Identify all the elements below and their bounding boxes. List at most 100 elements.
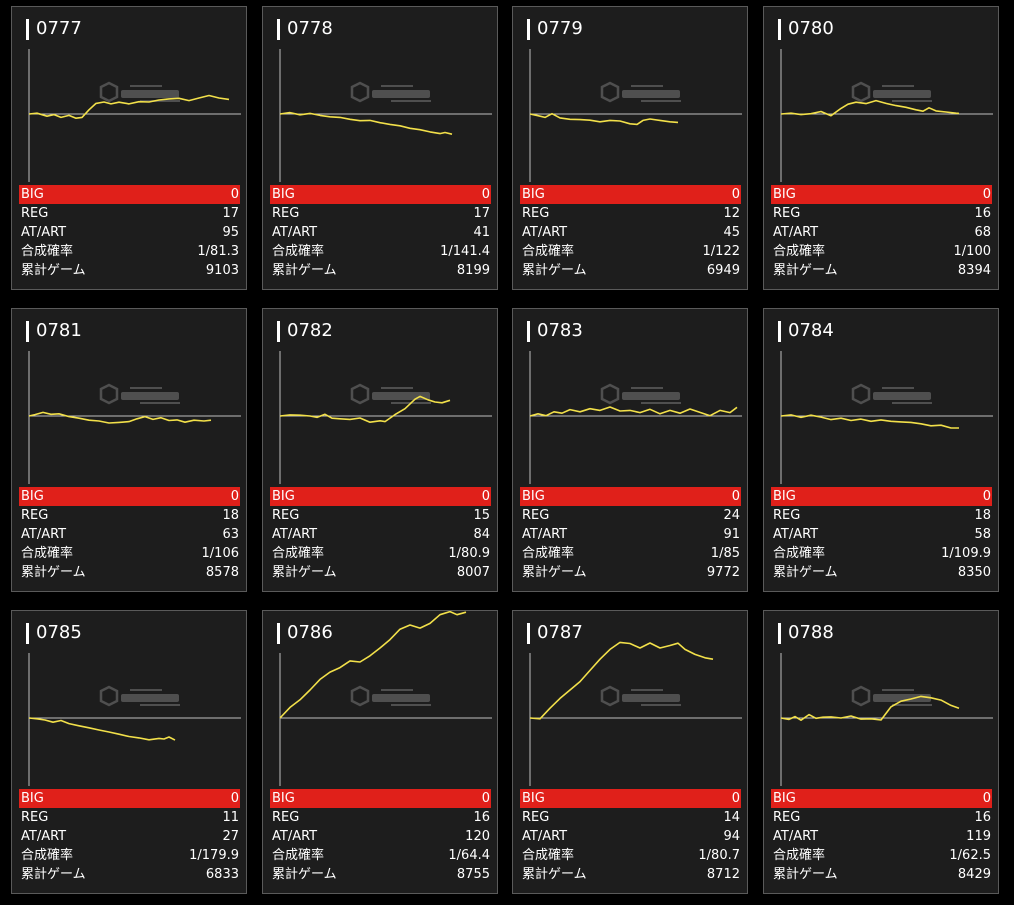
slump-line	[529, 406, 738, 417]
machine-card-0782[interactable]: 0782 BIG 0 REG 15 AT/ART 84 合成確率 1/80.9 累計ゲーム 8007	[262, 308, 498, 592]
reg-row-label: REG	[773, 206, 801, 221]
prob-row: 合成確率 1/64.4	[270, 846, 491, 865]
machine-card-0787[interactable]: 0787 BIG 0 REG 14 AT/ART 94 合成確率 1/80.7 累計ゲーム 8712	[512, 610, 748, 894]
reg-row: REG 18	[771, 506, 992, 525]
slump-line	[780, 99, 960, 117]
big-row: BIG 0	[270, 185, 491, 204]
hex-cube-icon	[851, 685, 932, 707]
slump-graph	[28, 653, 241, 786]
machine-card-0777[interactable]: 0777 BIG 0 REG 17 AT/ART 95 合成確率 1/81.3 累計ゲーム 9103	[11, 6, 247, 290]
at-row: AT/ART 58	[771, 525, 992, 544]
hex-cube-icon	[600, 81, 681, 103]
big-row: BIG 0	[270, 487, 491, 506]
prob-row: 合成確率 1/179.9	[19, 846, 240, 865]
slump-graph	[279, 611, 492, 786]
header-accent-bar	[778, 622, 781, 644]
card-header: 0786	[277, 621, 333, 645]
at-row: AT/ART 41	[270, 223, 491, 242]
big-row-value: 0	[982, 187, 991, 202]
prob-row-label: 合成確率	[522, 848, 575, 863]
at-row-label: AT/ART	[21, 829, 67, 844]
at-row-label: AT/ART	[773, 527, 819, 542]
at-row-label: AT/ART	[522, 829, 568, 844]
machine-number: 0785	[36, 622, 82, 643]
games-row: 累計ゲーム 9103	[19, 261, 240, 280]
reg-row-label: REG	[522, 508, 550, 523]
prob-row: 合成確率 1/100	[771, 242, 992, 261]
card-header: 0784	[778, 319, 834, 343]
reg-row-label: REG	[272, 206, 300, 221]
prob-row-value: 1/80.9	[448, 546, 490, 561]
prob-row: 合成確率 1/81.3	[19, 242, 240, 261]
header-accent-bar	[527, 622, 530, 644]
games-row: 累計ゲーム 9772	[520, 563, 741, 582]
slump-line	[279, 111, 453, 135]
at-row: AT/ART 119	[771, 827, 992, 846]
games-row: 累計ゲーム 8007	[270, 563, 491, 582]
hex-cube-icon	[600, 685, 681, 707]
machine-card-0786[interactable]: 0786 BIG 0 REG 16 AT/ART 120 合成確率 1/64.4 累計ゲーム 875…	[262, 610, 498, 894]
slump-line	[279, 395, 451, 423]
big-row: BIG 0	[520, 487, 741, 506]
machine-card-0778[interactable]: 0778 BIG 0 REG 17 AT/ART 41 合成確率 1/141.4 累計ゲーム 819…	[262, 6, 498, 290]
machine-number: 0787	[537, 622, 583, 643]
prob-row: 合成確率 1/85	[520, 544, 741, 563]
prob-row-value: 1/62.5	[949, 848, 991, 863]
prob-row-label: 合成確率	[21, 848, 74, 863]
machine-card-0781[interactable]: 0781 BIG 0 REG 18 AT/ART 63 合成確率 1/106 累計ゲーム 8578	[11, 308, 247, 592]
reg-row-label: REG	[21, 206, 49, 221]
big-row-value: 0	[731, 791, 740, 806]
at-row-label: AT/ART	[272, 225, 318, 240]
reg-row: REG 17	[270, 204, 491, 223]
machine-number: 0780	[788, 18, 834, 39]
games-row-value: 8007	[456, 565, 490, 580]
slump-graph	[529, 641, 742, 786]
reg-row-value: 17	[222, 206, 239, 221]
machine-card-0785[interactable]: 0785 BIG 0 REG 11 AT/ART 27 合成確率 1/179.9 累計ゲーム 683…	[11, 610, 247, 894]
at-row-label: AT/ART	[773, 225, 819, 240]
reg-row-label: REG	[773, 810, 801, 825]
reg-row: REG 24	[520, 506, 741, 525]
at-row-value: 63	[222, 527, 239, 542]
stats-table: BIG 0 REG 16 AT/ART 120 合成確率 1/64.4 累計ゲーム 8755	[270, 789, 491, 884]
machine-card-0780[interactable]: 0780 BIG 0 REG 16 AT/ART 68 合成確率 1/100 累計ゲーム 8394	[763, 6, 999, 290]
big-row-label: BIG	[272, 791, 295, 806]
games-row-label: 累計ゲーム	[773, 263, 838, 278]
games-row: 累計ゲーム 8199	[270, 261, 491, 280]
reg-row-label: REG	[21, 508, 49, 523]
games-row-value: 8712	[706, 867, 740, 882]
at-row-value: 45	[723, 225, 740, 240]
machine-number: 0781	[36, 320, 82, 341]
big-row-value: 0	[481, 791, 490, 806]
slump-graph	[780, 653, 993, 786]
slump-line	[780, 695, 960, 721]
header-accent-bar	[26, 622, 29, 644]
games-row-label: 累計ゲーム	[272, 565, 337, 580]
games-row-value: 8199	[456, 263, 490, 278]
machine-number: 0784	[788, 320, 834, 341]
at-row: AT/ART 120	[270, 827, 491, 846]
at-row-value: 27	[222, 829, 239, 844]
card-header: 0782	[277, 319, 333, 343]
machine-card-0784[interactable]: 0784 BIG 0 REG 18 AT/ART 58 合成確率 1/109.9 累計ゲーム 835…	[763, 308, 999, 592]
at-row-value: 95	[222, 225, 239, 240]
prob-row-value: 1/85	[710, 546, 740, 561]
machine-card-0779[interactable]: 0779 BIG 0 REG 12 AT/ART 45 合成確率 1/122 累計ゲーム 6949	[512, 6, 748, 290]
prob-row-value: 1/109.9	[941, 546, 991, 561]
prob-row-label: 合成確率	[272, 546, 325, 561]
prob-row-value: 1/80.7	[698, 848, 740, 863]
big-row-value: 0	[230, 489, 239, 504]
big-row-label: BIG	[773, 791, 796, 806]
big-row: BIG 0	[771, 789, 992, 808]
machine-card-0783[interactable]: 0783 BIG 0 REG 24 AT/ART 91 合成確率 1/85 累計ゲーム 9772	[512, 308, 748, 592]
slump-line	[28, 411, 212, 424]
card-header: 0787	[527, 621, 583, 645]
prob-row-label: 合成確率	[272, 848, 325, 863]
at-row-label: AT/ART	[773, 829, 819, 844]
reg-row-label: REG	[272, 810, 300, 825]
reg-row: REG 14	[520, 808, 741, 827]
header-accent-bar	[277, 18, 280, 40]
reg-row-label: REG	[21, 810, 49, 825]
machine-card-0788[interactable]: 0788 BIG 0 REG 16 AT/ART 119 合成確率 1/62.5 累計ゲーム 842…	[763, 610, 999, 894]
games-row-value: 8429	[957, 867, 991, 882]
